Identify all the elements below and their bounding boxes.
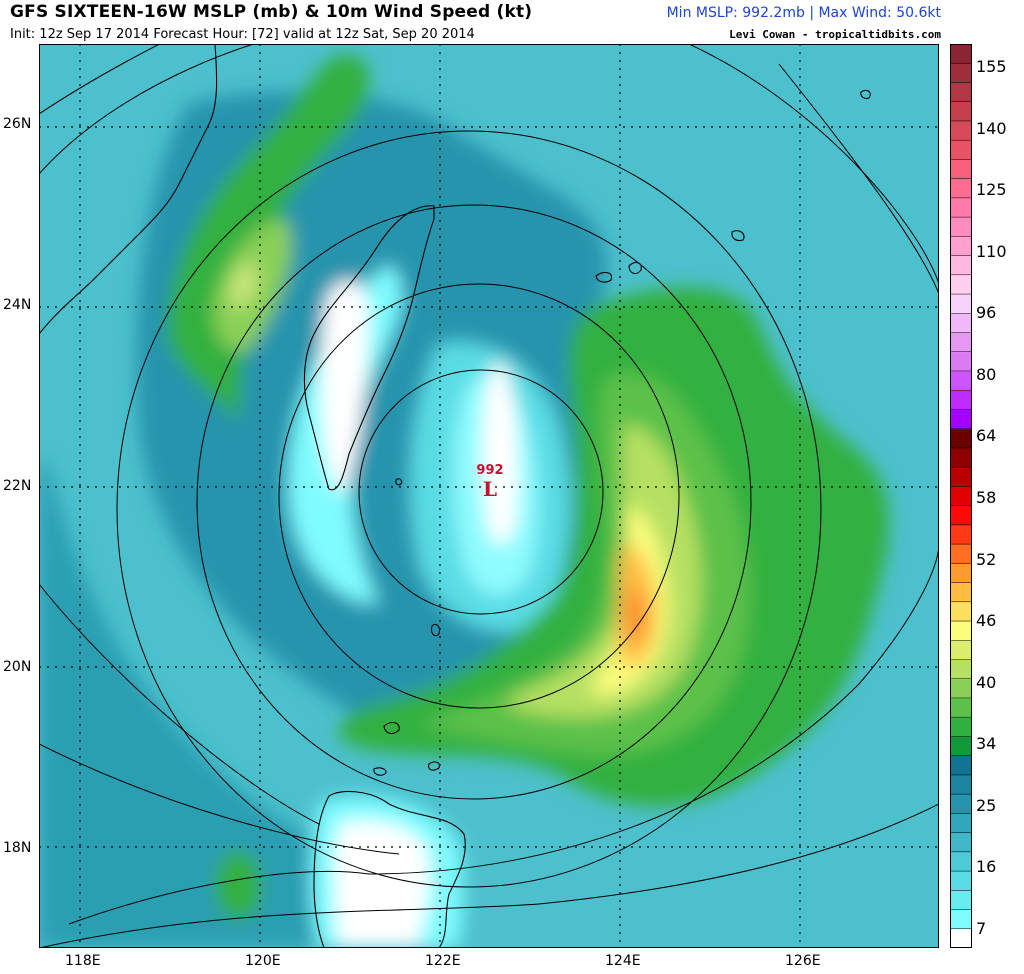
author-credit: Levi Cowan - tropicaltidbits.com xyxy=(729,28,941,41)
lon-label: 126E xyxy=(785,953,821,969)
colorbar-frame xyxy=(950,44,972,948)
init-time-line: Init: 12z Sep 17 2014 Forecast Hour: [72… xyxy=(10,27,475,42)
colorbar-swatch xyxy=(950,409,972,430)
min-pressure-max-wind-stats: Min MSLP: 992.2mb | Max Wind: 50.6kt xyxy=(666,5,941,21)
colorbar-swatch xyxy=(950,63,972,83)
colorbar-swatch xyxy=(950,601,972,622)
lon-label: 120E xyxy=(245,953,281,969)
colorbar-label: 125 xyxy=(976,180,1007,200)
lanyu-island xyxy=(395,478,403,486)
colorbar-swatch xyxy=(950,236,972,257)
colorbar-swatch xyxy=(950,486,972,507)
colorbar-swatch xyxy=(950,832,972,853)
colorbar-swatch xyxy=(950,544,972,564)
colorbar-swatch xyxy=(950,101,972,122)
colorbar-swatch xyxy=(950,294,972,314)
colorbar-swatch xyxy=(950,794,972,814)
colorbar-swatch xyxy=(950,640,972,660)
china-coastline xyxy=(39,44,218,335)
colorbar-label: 110 xyxy=(976,241,1007,261)
colorbar-swatch xyxy=(950,351,972,372)
colorbar-label: 34 xyxy=(976,734,997,754)
colorbar-swatch xyxy=(950,659,972,680)
colorbar-swatch xyxy=(950,332,972,353)
colorbar-swatch xyxy=(950,717,972,737)
batanes-island xyxy=(431,623,440,637)
colorbar-swatch xyxy=(950,120,972,141)
colorbar-swatch xyxy=(950,621,972,641)
colorbar-label: 40 xyxy=(976,672,997,692)
colorbar-swatch xyxy=(950,140,972,160)
lat-lon-grid xyxy=(39,44,939,948)
lat-label: 18N xyxy=(3,839,32,856)
colorbar-swatch xyxy=(950,851,972,872)
wind-speed-field xyxy=(39,44,939,948)
low-pressure-symbol: L xyxy=(483,477,497,501)
colorbar-label: 46 xyxy=(976,611,997,631)
lon-label: 118E xyxy=(65,953,101,969)
chart-title: GFS SIXTEEN-16W MSLP (mb) & 10m Wind Spe… xyxy=(10,2,533,22)
babuyan-island-2 xyxy=(428,761,440,771)
colorbar-swatch xyxy=(950,313,972,334)
ryukyu-island-2 xyxy=(628,261,642,275)
ryukyu-island-1 xyxy=(595,271,613,283)
colorbar-swatch xyxy=(950,159,972,180)
lat-label: 20N xyxy=(3,658,32,675)
colorbar-label: 140 xyxy=(976,118,1007,138)
lat-label: 26N xyxy=(3,116,32,133)
colorbar-swatch xyxy=(950,44,972,64)
colorbar-swatch xyxy=(950,255,972,276)
colorbar-swatch xyxy=(950,813,972,834)
colorbar-swatch xyxy=(950,197,972,218)
low-pressure-value: 992 xyxy=(476,463,503,478)
colorbar-label: 16 xyxy=(976,857,997,877)
babuyan-island-3 xyxy=(373,767,387,776)
colorbar-label: 52 xyxy=(976,549,997,569)
colorbar-label: 7 xyxy=(976,919,987,938)
colorbar-label: 96 xyxy=(976,303,997,323)
lon-label: 122E xyxy=(425,953,461,969)
colorbar-swatch xyxy=(950,274,972,295)
colorbar-swatch xyxy=(950,178,972,199)
colorbar-swatch xyxy=(950,563,972,584)
colorbar-swatch xyxy=(950,467,972,487)
colorbar-swatch xyxy=(950,678,972,699)
colorbar-swatch xyxy=(950,505,972,526)
colorbar-swatch xyxy=(950,890,972,911)
lat-label: 24N xyxy=(3,297,32,314)
forecast-map: 992 L xyxy=(39,44,939,948)
taiwan-outline xyxy=(303,205,435,491)
babuyan-island-1 xyxy=(383,721,400,735)
colorbar-swatch xyxy=(950,82,972,103)
land-outlines xyxy=(39,44,871,948)
colorbar-label: 25 xyxy=(976,795,997,815)
isobars xyxy=(39,44,939,948)
colorbar-swatch xyxy=(950,390,972,410)
colorbar-swatch xyxy=(950,217,972,237)
colorbar-swatch xyxy=(950,524,972,545)
colorbar-swatch xyxy=(950,774,972,795)
colorbar-swatch xyxy=(950,928,972,948)
colorbar-label: 64 xyxy=(976,426,997,446)
colorbar-swatch xyxy=(950,736,972,757)
colorbar-label: 155 xyxy=(976,57,1007,76)
colorbar-label: 58 xyxy=(976,488,997,507)
colorbar-swatch xyxy=(950,909,972,930)
colorbar-swatch xyxy=(950,697,972,718)
lon-label: 124E xyxy=(605,953,641,969)
colorbar-swatch xyxy=(950,871,972,891)
colorbar-swatch xyxy=(950,370,972,391)
lat-label: 22N xyxy=(3,477,32,494)
colorbar-label: 80 xyxy=(976,364,997,384)
colorbar-swatch xyxy=(950,447,972,468)
luzon-outline xyxy=(313,790,466,948)
colorbar-swatch xyxy=(950,755,972,776)
wind-speed-colorbar xyxy=(950,44,972,948)
colorbar-swatch xyxy=(950,428,972,449)
ryukyu-island-4 xyxy=(860,89,871,100)
colorbar-swatch xyxy=(950,582,972,603)
ryukyu-island-3 xyxy=(731,230,745,242)
